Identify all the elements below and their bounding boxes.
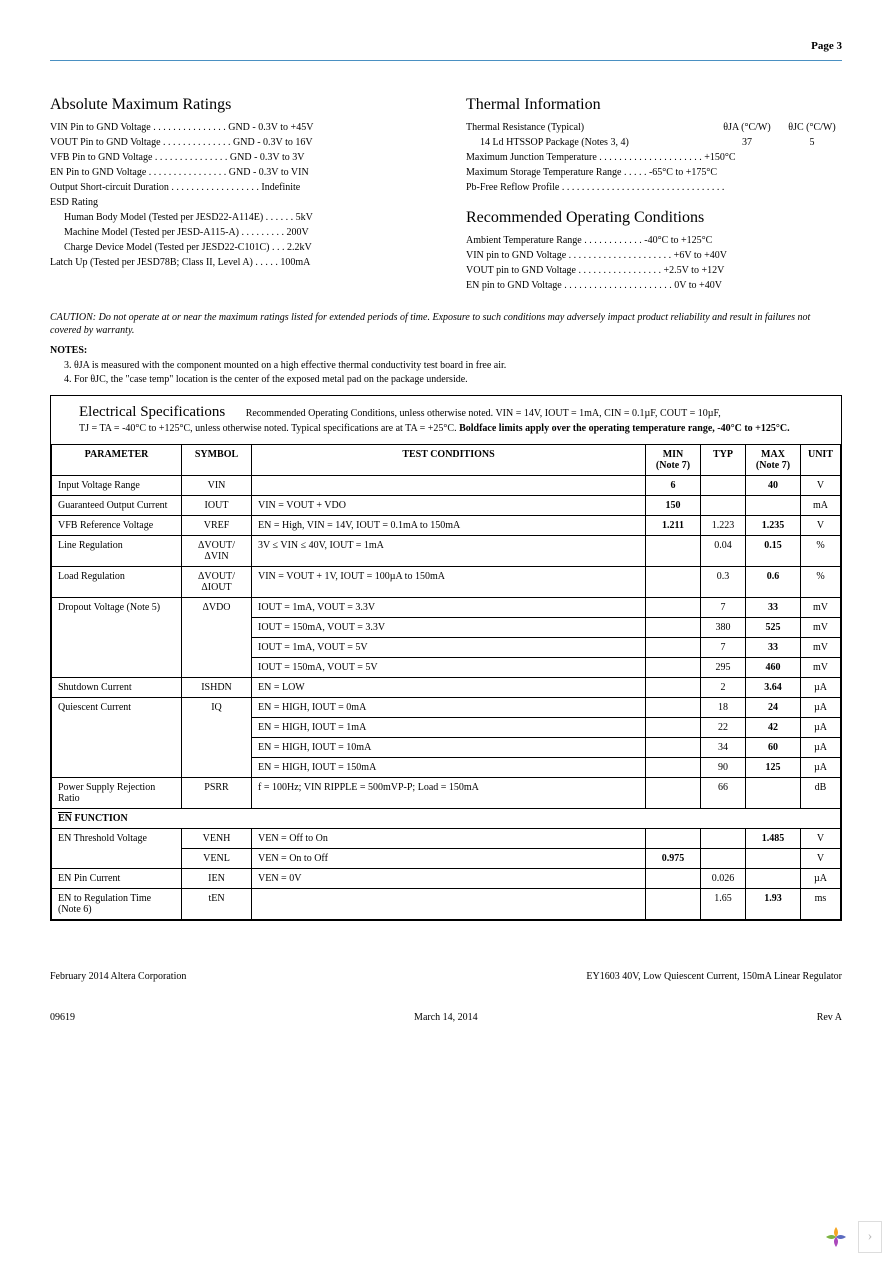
thermal-line: Pb-Free Reflow Profile . . . . . . . . .… (466, 180, 842, 195)
spec-table: PARAMETER SYMBOL TEST CONDITIONS MIN (No… (51, 444, 841, 920)
abs-max-line: VIN Pin to GND Voltage . . . . . . . . .… (50, 120, 426, 135)
en-section-row: EN FUNCTION (52, 808, 841, 828)
header-rule (50, 60, 842, 61)
thermal-header-row: Thermal Resistance (Typical) θJA (°C/W) … (466, 120, 842, 135)
esd-line: Charge Device Model (Tested per JESD22-C… (50, 240, 426, 255)
footer2-center: March 14, 2014 (414, 1012, 478, 1023)
rec-line: VOUT pin to GND Voltage . . . . . . . . … (466, 263, 842, 278)
abs-max-line: EN Pin to GND Voltage . . . . . . . . . … (50, 165, 426, 180)
ratings-columns: Absolute Maximum Ratings VIN Pin to GND … (50, 96, 842, 293)
table-row: Dropout Voltage (Note 5)ΔVDOIOUT = 1mA, … (52, 597, 841, 617)
thermal-line: Maximum Storage Temperature Range . . . … (466, 165, 842, 180)
table-row: EN to Regulation Time (Note 6)tEN1.651.9… (52, 888, 841, 919)
rec-line: EN pin to GND Voltage . . . . . . . . . … (466, 278, 842, 293)
table-row: VFB Reference VoltageVREFEN = High, VIN … (52, 515, 841, 535)
spec-box: Electrical Specifications Recommended Op… (50, 395, 842, 921)
table-row: Quiescent CurrentIQEN = HIGH, IOUT = 0mA… (52, 697, 841, 717)
table-row: EN Threshold VoltageVENHVEN = Off to On1… (52, 828, 841, 848)
th-param: PARAMETER (52, 444, 182, 475)
rec-line: Ambient Temperature Range . . . . . . . … (466, 233, 842, 248)
note-4: 4. For θJC, the "case temp" location is … (50, 374, 842, 385)
table-row: Load RegulationΔVOUT/ΔIOUTVIN = VOUT + 1… (52, 566, 841, 597)
abs-max-line: ESD Rating (50, 195, 426, 210)
thermal-pkg-v1: 37 (712, 135, 782, 150)
spec-intro-1: Recommended Operating Conditions, unless… (246, 408, 721, 419)
table-row: EN Pin CurrentIENVEN = 0V0.026µA (52, 868, 841, 888)
abs-max-col: Absolute Maximum Ratings VIN Pin to GND … (50, 96, 426, 293)
spec-header: Electrical Specifications Recommended Op… (51, 396, 841, 444)
th-unit: UNIT (801, 444, 841, 475)
th-typ: TYP (701, 444, 746, 475)
footer2-left: 09619 (50, 1012, 75, 1023)
thermal-pkg-label: 14 Ld HTSSOP Package (Notes 3, 4) (466, 135, 712, 150)
table-row: Power Supply Rejection RatioPSRRf = 100H… (52, 777, 841, 808)
th-symbol: SYMBOL (182, 444, 252, 475)
corner-nav: › (822, 1221, 882, 1253)
caution-text: CAUTION: Do not operate at or near the m… (50, 311, 842, 337)
thermal-title: Thermal Information (466, 96, 842, 114)
spec-intro-2: TJ = TA = -40°C to +125°C, unless otherw… (79, 423, 459, 434)
recommended-title: Recommended Operating Conditions (466, 209, 842, 227)
table-row: Input Voltage RangeVIN640V (52, 475, 841, 495)
latchup-line: Latch Up (Tested per JESD78B; Class II, … (50, 255, 426, 270)
thermal-pkg-v2: 5 (782, 135, 842, 150)
esd-line: Machine Model (Tested per JESD-A115-A) .… (50, 225, 426, 240)
th-max: MAX (Note 7) (746, 444, 801, 475)
thermal-hdr-label: Thermal Resistance (Typical) (466, 120, 712, 135)
note-3: 3. θJA is measured with the component mo… (50, 360, 842, 371)
notes-header: NOTES: (50, 345, 842, 356)
thermal-hdr-u2: θJC (°C/W) (782, 120, 842, 135)
rec-line: VIN pin to GND Voltage . . . . . . . . .… (466, 248, 842, 263)
spec-title: Electrical Specifications (79, 404, 225, 420)
esd-line: Human Body Model (Tested per JESD22-A114… (50, 210, 426, 225)
thermal-pkg-row: 14 Ld HTSSOP Package (Notes 3, 4) 37 5 (466, 135, 842, 150)
next-page-button[interactable]: › (858, 1221, 882, 1253)
logo-icon (822, 1223, 850, 1251)
footer2-right: Rev A (817, 1012, 842, 1023)
table-row: Shutdown CurrentISHDNEN = LOW23.64µA (52, 677, 841, 697)
footer1-left: February 2014 Altera Corporation (50, 971, 186, 982)
spec-intro-3: Boldface limits apply over the operating… (459, 423, 790, 434)
th-cond: TEST CONDITIONS (252, 444, 646, 475)
thermal-hdr-u1: θJA (°C/W) (712, 120, 782, 135)
table-row: Guaranteed Output CurrentIOUTVIN = VOUT … (52, 495, 841, 515)
table-row: Line RegulationΔVOUT/ΔVIN3V ≤ VIN ≤ 40V,… (52, 535, 841, 566)
abs-max-line: Output Short-circuit Duration . . . . . … (50, 180, 426, 195)
abs-max-line: VOUT Pin to GND Voltage . . . . . . . . … (50, 135, 426, 150)
footer-1: February 2014 Altera Corporation EY1603 … (50, 971, 842, 982)
table-header-row: PARAMETER SYMBOL TEST CONDITIONS MIN (No… (52, 444, 841, 475)
thermal-line: Maximum Junction Temperature . . . . . .… (466, 150, 842, 165)
thermal-col: Thermal Information Thermal Resistance (… (466, 96, 842, 293)
th-min: MIN (Note 7) (646, 444, 701, 475)
page-number: Page 3 (50, 40, 842, 52)
footer-2: 09619 March 14, 2014 Rev A (50, 1012, 842, 1023)
abs-max-line: VFB Pin to GND Voltage . . . . . . . . .… (50, 150, 426, 165)
footer1-right: EY1603 40V, Low Quiescent Current, 150mA… (586, 971, 842, 982)
abs-max-title: Absolute Maximum Ratings (50, 96, 426, 114)
